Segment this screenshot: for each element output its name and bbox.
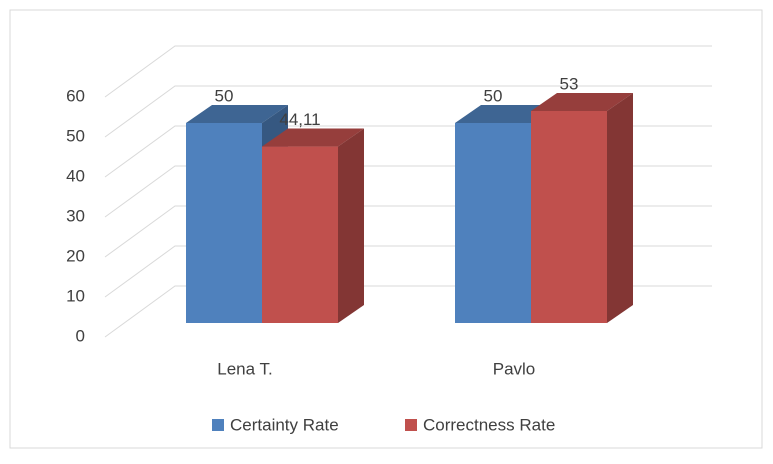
bar-side bbox=[607, 93, 633, 323]
bar-side bbox=[338, 128, 364, 323]
bar bbox=[186, 123, 262, 323]
y-tick-label: 30 bbox=[66, 206, 85, 225]
legend-label: Certainty Rate bbox=[230, 415, 339, 434]
legend-swatch bbox=[405, 419, 417, 431]
bar bbox=[455, 123, 531, 323]
legend-label: Correctness Rate bbox=[423, 415, 555, 434]
y-tick-label: 20 bbox=[66, 246, 85, 265]
bar bbox=[262, 146, 338, 323]
y-tick-label: 50 bbox=[66, 126, 85, 145]
grid-line bbox=[104, 85, 712, 138]
bar bbox=[531, 111, 607, 323]
bar-top bbox=[262, 128, 364, 147]
data-label: 50 bbox=[215, 86, 234, 105]
bar-top bbox=[531, 93, 633, 111]
x-tick-label: Pavlo bbox=[493, 359, 536, 378]
data-label: 53 bbox=[560, 74, 579, 93]
data-label: 44,11 bbox=[279, 110, 320, 129]
y-tick-label: 0 bbox=[76, 326, 85, 345]
y-tick-label: 10 bbox=[66, 286, 85, 305]
bar-top bbox=[186, 105, 288, 123]
legend-swatch bbox=[212, 419, 224, 431]
grid-line bbox=[104, 45, 712, 98]
chart-border bbox=[9, 9, 763, 449]
y-tick-label: 60 bbox=[66, 86, 85, 105]
data-label: 50 bbox=[484, 86, 503, 105]
y-tick-label: 40 bbox=[66, 166, 85, 185]
x-tick-label: Lena T. bbox=[217, 359, 272, 378]
